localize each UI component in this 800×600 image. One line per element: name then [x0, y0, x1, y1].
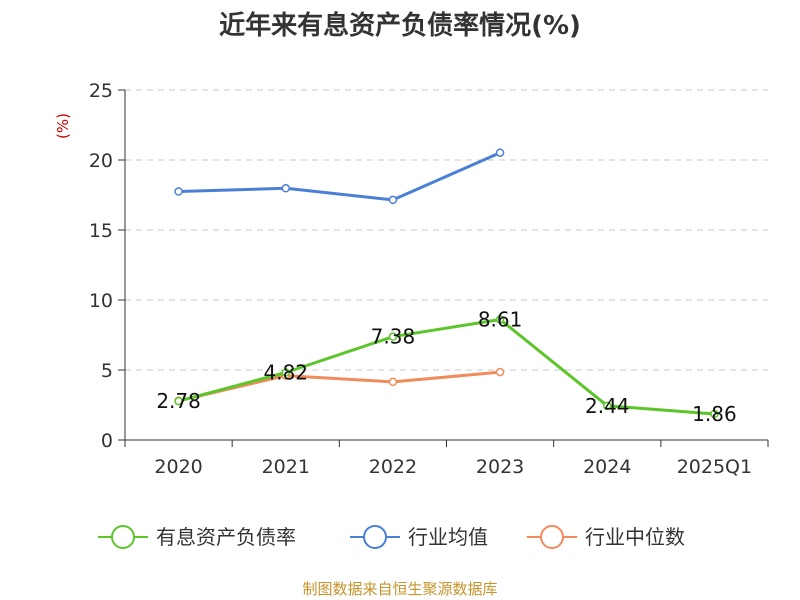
data-point [281, 184, 290, 193]
data-label: 2.44 [585, 394, 630, 418]
y-tick-label: 25 [89, 80, 113, 102]
y-tick-label: 10 [89, 290, 113, 312]
x-tick-label: 2023 [476, 456, 524, 478]
x-tick-label: 2024 [583, 456, 631, 478]
axes: 0 5 10 15 20 25 2020 2021 2022 2023 2024 2025Q1 [89, 80, 769, 478]
y-tick-label: 0 [101, 430, 113, 452]
legend-label: 行业中位数 [585, 525, 685, 549]
legend-marker [111, 525, 135, 549]
x-tick-label: 2025Q1 [677, 456, 752, 478]
data-labels: 2.78 4.82 7.38 8.61 2.44 1.86 [156, 307, 736, 426]
y-tick-label: 5 [101, 360, 113, 382]
x-tick-label: 2022 [369, 456, 417, 478]
grid-lines [125, 89, 768, 371]
data-point [174, 396, 183, 406]
data-label: 4.82 [263, 361, 308, 385]
legend-marker [540, 525, 564, 549]
legend-label: 行业均值 [408, 525, 488, 549]
legend: 有息资产负债率 行业均值 行业中位数 [98, 525, 685, 549]
data-point [388, 195, 398, 205]
data-point [603, 401, 612, 411]
legend-label: 有息资产负债率 [156, 525, 296, 549]
y-axis-unit: (%) [54, 113, 72, 139]
x-tick-label: 2020 [154, 456, 202, 478]
data-point [174, 187, 183, 196]
data-label: 7.38 [371, 325, 416, 349]
source-note: 制图数据来自恒生聚源数据库 [302, 580, 497, 598]
data-label: 1.86 [692, 402, 737, 426]
chart-title: 近年来有息资产负债率情况(%) [219, 10, 581, 41]
series-line [177, 370, 502, 403]
data-point [710, 409, 719, 419]
data-point [281, 368, 290, 377]
y-tick-label: 20 [89, 150, 113, 172]
data-point [388, 332, 398, 341]
series-line [177, 151, 502, 202]
data-point [495, 315, 505, 324]
data-point [495, 148, 505, 157]
x-tick-label: 2021 [262, 456, 310, 478]
data-point [495, 367, 505, 377]
series-line [177, 318, 716, 416]
legend-marker [363, 525, 387, 549]
series [174, 148, 719, 419]
data-point [388, 377, 398, 387]
y-tick-label: 15 [89, 220, 113, 242]
data-label: 2.78 [156, 389, 201, 413]
data-label: 8.61 [478, 307, 523, 331]
